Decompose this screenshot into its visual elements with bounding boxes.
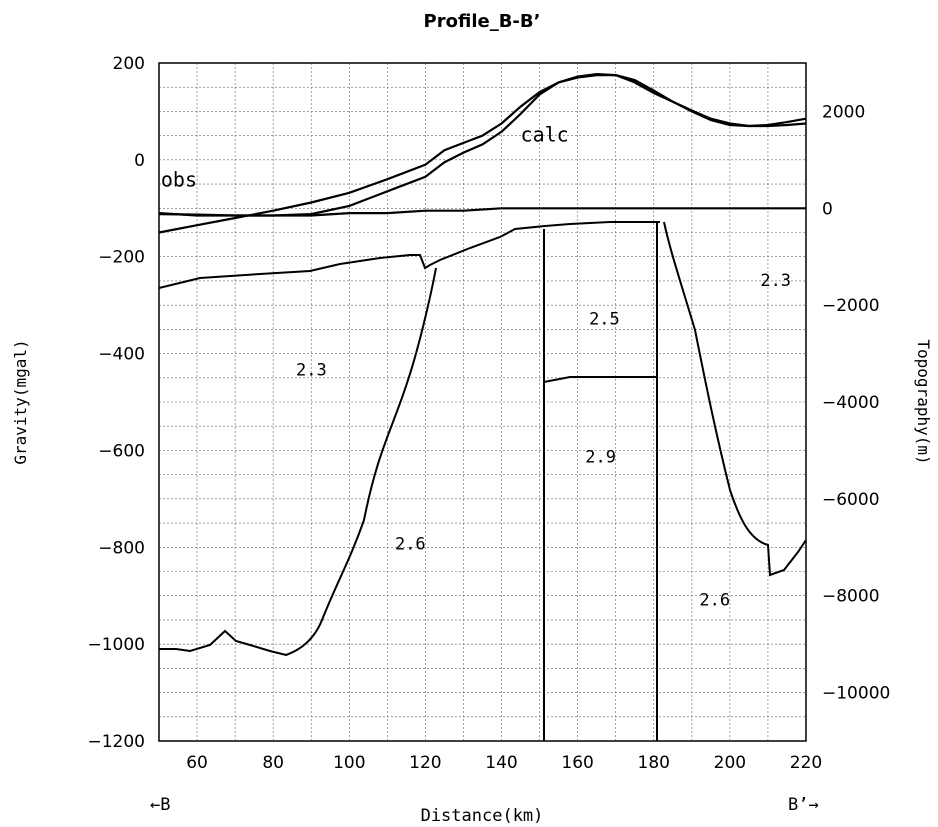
y-left-tick-label: 200 xyxy=(113,54,145,74)
x-tick-label: 80 xyxy=(262,753,284,773)
series-line-topography xyxy=(158,207,806,217)
x-tick-label: 100 xyxy=(333,753,365,773)
x-tick-label: 220 xyxy=(790,753,822,773)
y-left-tick-label: −600 xyxy=(98,441,145,461)
grid xyxy=(159,63,806,741)
y-right-tick-label: −2000 xyxy=(822,296,880,316)
y-right-tick-label: 0 xyxy=(822,199,833,219)
x-tick-label: 120 xyxy=(409,753,441,773)
density-body-outline-1 xyxy=(158,221,660,289)
x-tick-labels: 60 80 100 120 140 160 180 200 220 xyxy=(186,753,822,773)
x-tick-label: 200 xyxy=(714,753,746,773)
annotation-label: 2.3 xyxy=(296,360,327,380)
y-left-tick-label: 0 xyxy=(134,151,145,171)
chart-title: Profile_B-B’ xyxy=(424,11,541,32)
y-right-tick-label: 2000 xyxy=(822,102,865,122)
y-right-tick-labels: 2000 0 −2000 −4000 −6000 −8000 −10000 xyxy=(822,102,890,703)
y-left-tick-label: −200 xyxy=(98,248,145,268)
end-label-b-prime: B’→ xyxy=(788,795,819,815)
x-tick-label: 60 xyxy=(186,753,208,773)
density-body-outline-6 xyxy=(663,221,807,577)
annotation-label: 2.3 xyxy=(760,271,791,291)
x-tick-label: 180 xyxy=(638,753,670,773)
annotation-label: 2.5 xyxy=(589,310,620,330)
y-left-tick-label: −1200 xyxy=(87,732,145,752)
series-line-calc xyxy=(158,74,807,234)
series-line-obs xyxy=(158,72,807,217)
y-right-tick-label: −6000 xyxy=(822,490,880,510)
annotation-label: calc xyxy=(521,122,569,146)
annotation-label: obs xyxy=(161,167,197,191)
x-tick-label: 140 xyxy=(485,753,517,773)
annotation-label: 2.9 xyxy=(585,448,616,468)
density-body-outline-2 xyxy=(159,267,437,657)
data-series xyxy=(158,72,807,234)
end-label-b: ←B xyxy=(150,795,170,815)
annotations: obs calc 2.3 2.5 2.9 2.6 2.6 2.3 xyxy=(161,122,791,610)
x-axis-label: Distance(km) xyxy=(421,806,544,826)
y-left-axis-label: Gravity(mgal) xyxy=(11,339,30,464)
y-left-tick-label: −800 xyxy=(98,538,145,558)
y-right-tick-label: −10000 xyxy=(822,684,890,704)
density-bodies xyxy=(158,221,807,741)
density-body-outline-5 xyxy=(543,376,657,383)
y-left-tick-labels: 200 0 −200 −400 −600 −800 −1000 −1200 xyxy=(87,54,145,752)
y-right-tick-label: −8000 xyxy=(822,587,880,607)
plot-frame xyxy=(158,62,807,742)
y-right-tick-label: −4000 xyxy=(822,393,880,413)
annotation-label: 2.6 xyxy=(699,590,730,610)
annotation-label: 2.6 xyxy=(395,535,426,555)
y-left-tick-label: −400 xyxy=(98,345,145,365)
x-tick-label: 160 xyxy=(561,753,593,773)
y-left-tick-label: −1000 xyxy=(87,635,145,655)
y-right-axis-label: Topography(m) xyxy=(914,339,933,464)
